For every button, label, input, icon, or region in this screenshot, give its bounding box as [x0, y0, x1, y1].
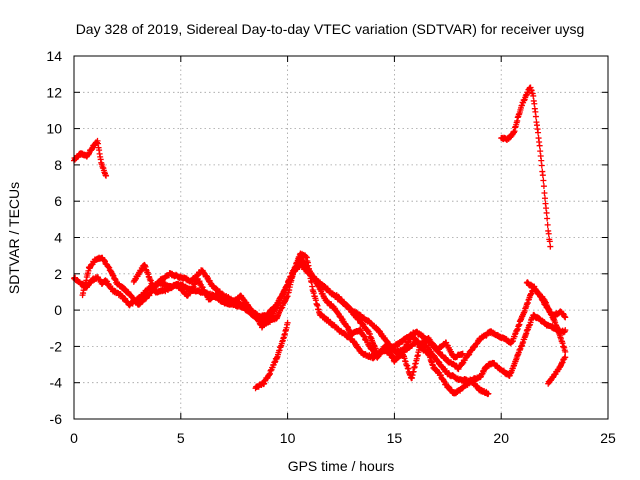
x-tick-label: 20: [493, 430, 509, 446]
data-track: [71, 137, 110, 179]
data-point: [532, 113, 539, 120]
data-track: [498, 84, 554, 250]
data-point: [538, 162, 545, 169]
y-tick-label: -6: [50, 411, 63, 427]
y-axis-label: SDTVAR / TECUs: [6, 182, 22, 294]
data-point: [544, 221, 551, 228]
y-tick-label: 6: [54, 193, 62, 209]
data-track: [252, 319, 291, 392]
data-point: [535, 129, 542, 136]
y-tick-label: 14: [46, 48, 62, 64]
data-point: [539, 172, 546, 179]
y-tick-label: -4: [50, 375, 63, 391]
data-point: [547, 243, 554, 250]
chart-title: Day 328 of 2019, Sidereal Day-to-day VTE…: [76, 21, 585, 37]
data-point: [540, 183, 547, 190]
data-point: [485, 390, 492, 397]
y-tick-label: 8: [54, 157, 62, 173]
x-tick-label: 25: [600, 430, 616, 446]
y-tick-label: 4: [54, 230, 62, 246]
x-tick-label: 15: [387, 430, 403, 446]
data-point: [562, 348, 569, 355]
data-track: [545, 354, 569, 387]
data-point: [540, 177, 547, 184]
data-point: [536, 142, 543, 149]
y-tick-label: -2: [50, 338, 63, 354]
x-axis-label: GPS time / hours: [288, 458, 395, 474]
data-point: [562, 327, 569, 334]
data-point: [541, 195, 548, 202]
data-point: [459, 350, 466, 357]
y-tick-label: 0: [54, 302, 62, 318]
data-track: [523, 279, 569, 321]
x-tick-label: 10: [280, 430, 296, 446]
axis-ticks: [73, 55, 609, 420]
y-tick-label: 12: [46, 84, 62, 100]
y-tick-labels: -6 -4 -2 0 2 4 6 8 10 12 14: [46, 48, 62, 427]
x-tick-label: 5: [177, 430, 185, 446]
data-point: [546, 238, 553, 245]
y-tick-label: 10: [46, 121, 62, 137]
data-point: [103, 172, 110, 179]
data-track: [130, 254, 466, 365]
data-point: [544, 215, 551, 222]
data-point: [545, 230, 552, 237]
data-layer: [71, 84, 569, 398]
grid: [74, 56, 608, 419]
data-point: [562, 314, 569, 321]
y-tick-label: 2: [54, 266, 62, 282]
x-tick-label: 0: [70, 430, 78, 446]
data-track: [333, 292, 492, 398]
data-point: [543, 209, 550, 216]
data-point: [541, 190, 548, 197]
x-tick-labels: 0 5 10 15 20 25: [70, 430, 616, 446]
data-point: [284, 319, 291, 326]
data-point: [562, 354, 569, 361]
